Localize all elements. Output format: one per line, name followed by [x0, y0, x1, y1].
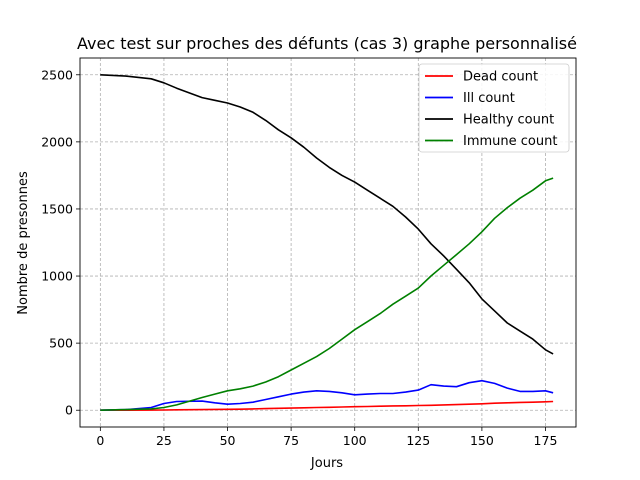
x-tick-label: 175: [534, 433, 558, 448]
y-tick-label: 1000: [41, 269, 73, 284]
x-axis-label: Jours: [310, 456, 343, 471]
series-line-immune-count: [100, 177, 554, 411]
x-tick-label: 75: [283, 433, 299, 448]
axes-frame: [79, 57, 577, 428]
y-tick-label: 1500: [41, 201, 73, 216]
x-tick-label: 125: [406, 433, 430, 448]
series-line-dead-count: [100, 400, 554, 412]
legend-label: Healthy count: [463, 113, 554, 128]
legend-label: Immune count: [463, 134, 557, 149]
series-line-healthy-count: [100, 74, 554, 355]
x-tick-label: 0: [96, 433, 104, 448]
y-tick-label: 0: [65, 403, 73, 418]
y-tick-label: 2500: [41, 67, 73, 82]
y-axis-label: Nombre de presonnes: [16, 171, 31, 315]
legend-label: Ill count: [463, 91, 515, 106]
x-tick-label: 25: [156, 433, 172, 448]
x-tick-label: 50: [220, 433, 236, 448]
y-tick-label: 2000: [41, 134, 73, 149]
legend-label: Dead count: [463, 70, 538, 85]
legend-box: [418, 63, 570, 153]
chart-title: Avec test sur proches des défunts (cas 3…: [77, 34, 577, 53]
x-tick-label: 150: [470, 433, 494, 448]
y-tick-label: 500: [49, 336, 73, 351]
legend: Dead count Ill count Healthy count Immune c…: [418, 63, 570, 153]
series-line-ill-count: [100, 379, 554, 411]
plot-area: 0 25 50 75 100 125 150 175 0 500 1000 1500 2000 2500 D…: [41, 57, 577, 448]
x-tick-label: 100: [343, 433, 367, 448]
